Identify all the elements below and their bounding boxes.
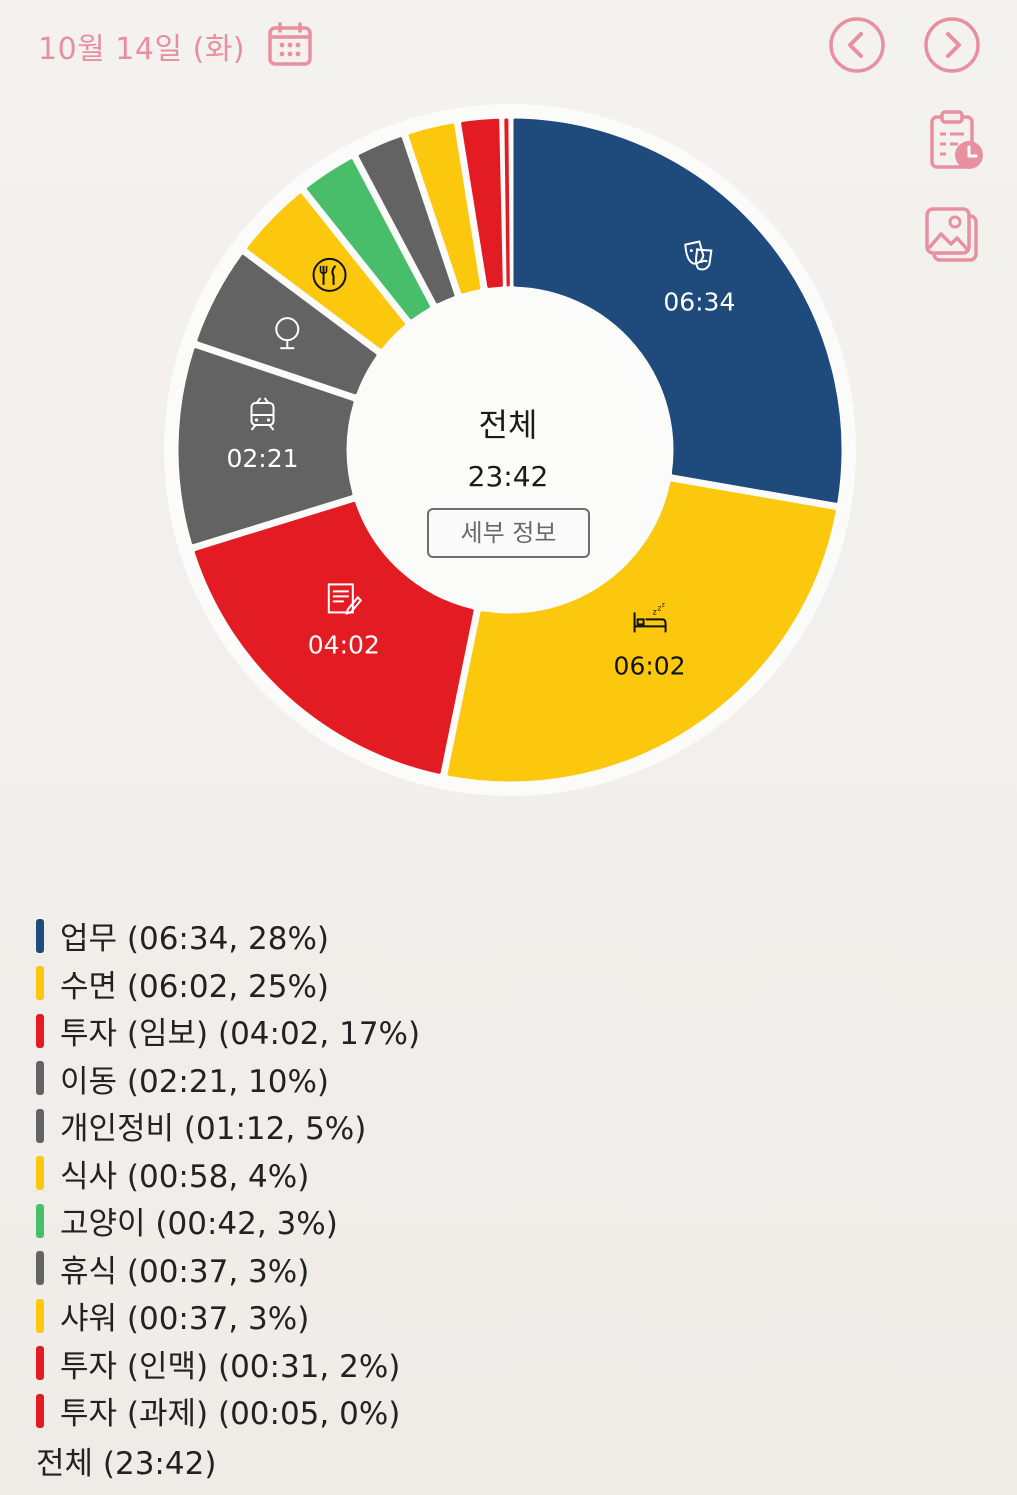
legend-label: 이동 (02:21, 10%): [60, 1063, 330, 1100]
legend-swatch: [36, 1061, 44, 1096]
svg-text:z: z: [653, 607, 657, 616]
legend-swatch: [36, 1298, 44, 1333]
legend-item: 수면 (06:02, 25%): [36, 960, 420, 1008]
legend-item: 이동 (02:21, 10%): [36, 1055, 420, 1103]
slice-2[interactable]: [194, 501, 474, 774]
legend-swatch: [36, 1346, 44, 1381]
legend-label: 수면 (06:02, 25%): [60, 968, 330, 1005]
legend-label: 고양이 (00:42, 3%): [60, 1206, 338, 1243]
image-icon[interactable]: [924, 206, 982, 270]
legend-total: 전체 (23:42): [36, 1445, 217, 1482]
clipboard-clock-icon[interactable]: [926, 108, 986, 176]
legend-label: 샤워 (00:37, 3%): [60, 1301, 310, 1338]
detail-button[interactable]: 세부 정보: [427, 508, 590, 558]
legend-item: 투자 (인맥) (00:31, 2%): [36, 1340, 420, 1388]
legend-swatch: [36, 1108, 44, 1143]
center-title: 전체: [478, 406, 538, 444]
slice-3[interactable]: [178, 348, 354, 545]
theater-masks-icon: [684, 240, 713, 271]
slice-9[interactable]: [461, 118, 503, 288]
legend-label: 투자 (인맥) (00:31, 2%): [60, 1348, 401, 1385]
legend-swatch: [36, 1156, 44, 1191]
legend-item: 휴식 (00:37, 3%): [36, 1245, 420, 1293]
slice-time-label: 06:34: [663, 288, 735, 317]
date-title[interactable]: 10월 14일 (화): [38, 32, 246, 67]
slice-time-label: 04:02: [308, 630, 380, 659]
slice-7[interactable]: [358, 137, 455, 304]
svg-text:z: z: [658, 604, 662, 612]
legend-item: 업무 (06:34, 28%): [36, 912, 420, 960]
slice-8[interactable]: [408, 123, 481, 294]
legend-label: 업무 (06:34, 28%): [60, 921, 330, 958]
legend: 업무 (06:34, 28%) 수면 (06:02, 25%) 투자 (임보) (0…: [36, 912, 420, 1484]
legend-swatch: [36, 1393, 44, 1428]
train-icon: [250, 397, 275, 431]
legend-item: 개인정비 (01:12, 5%): [36, 1102, 420, 1150]
donut-chart: 06:34 z z z 06:02 04:02 02:21: [164, 104, 856, 796]
mirror-icon: [275, 317, 300, 350]
legend-label: 휴식 (00:37, 3%): [60, 1253, 310, 1290]
legend-item: 투자 (과제) (00:05, 0%): [36, 1387, 420, 1435]
slice-4[interactable]: [197, 254, 377, 395]
slice-10[interactable]: [504, 118, 510, 287]
document-pen-icon: [327, 583, 363, 615]
legend-label: 식사 (00:58, 4%): [60, 1158, 310, 1195]
slice-time-label: 02:21: [226, 444, 298, 473]
legend-label: 투자 (과제) (00:05, 0%): [60, 1396, 401, 1433]
legend-item: 고양이 (00:42, 3%): [36, 1197, 420, 1245]
legend-item: 투자 (임보) (04:02, 17%): [36, 1007, 420, 1055]
legend-item: 샤워 (00:37, 3%): [36, 1292, 420, 1340]
legend-swatch: [36, 1251, 44, 1286]
chevron-left-icon[interactable]: [828, 16, 886, 78]
legend-item: 식사 (00:58, 4%): [36, 1150, 420, 1198]
legend-label: 개인정비 (01:12, 5%): [60, 1111, 367, 1148]
slice-0[interactable]: [513, 118, 842, 503]
chevron-right-icon[interactable]: [923, 16, 981, 78]
legend-label: 투자 (임보) (04:02, 17%): [60, 1016, 421, 1053]
center-total: 23:42: [467, 460, 549, 493]
slice-6[interactable]: [306, 159, 430, 320]
legend-swatch: [36, 1013, 44, 1048]
legend-swatch: [36, 966, 44, 1001]
calendar-icon[interactable]: [266, 22, 314, 72]
legend-swatch: [36, 1203, 44, 1238]
svg-text:z: z: [662, 601, 665, 608]
slice-1[interactable]: [447, 481, 836, 782]
utensils-icon: [312, 257, 347, 292]
slice-time-label: 06:02: [614, 651, 686, 680]
legend-swatch: [36, 918, 44, 953]
